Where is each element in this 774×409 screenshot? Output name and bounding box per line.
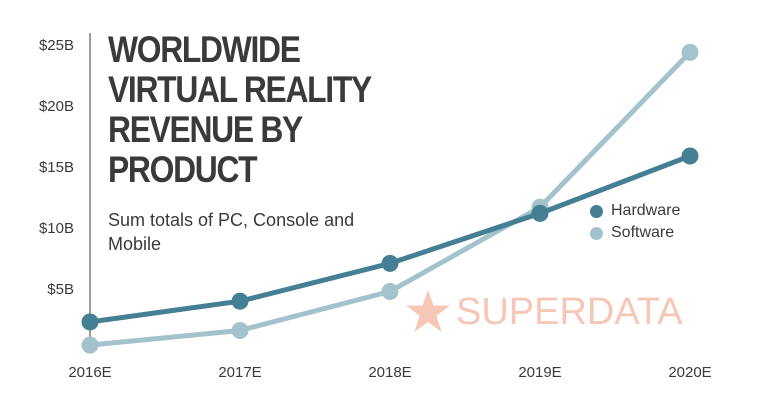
title-line-2: Virtual Reality bbox=[108, 69, 372, 110]
series-software bbox=[81, 43, 699, 354]
superdata-watermark: SUPERDATA bbox=[404, 288, 683, 336]
star-icon bbox=[406, 290, 450, 332]
series-layer bbox=[81, 43, 699, 354]
data-point-hardware bbox=[231, 292, 249, 310]
chart-subtitle: Sum totals of PC, Console and Mobile bbox=[108, 210, 355, 254]
data-point-hardware bbox=[81, 313, 99, 331]
legend-marker-hardware bbox=[590, 204, 603, 218]
y-tick-label: $20B bbox=[39, 98, 74, 115]
title-line-3: Revenue by bbox=[108, 109, 303, 150]
x-tick-label: 2017E bbox=[218, 364, 261, 381]
legend-label-hardware: Hardware bbox=[611, 202, 681, 219]
data-point-software bbox=[681, 43, 699, 61]
legend-item-software: Software bbox=[590, 222, 680, 244]
y-tick-label: $15B bbox=[39, 159, 74, 176]
series-hardware bbox=[81, 147, 699, 331]
data-point-hardware bbox=[381, 254, 399, 272]
y-tick-label: $25B bbox=[39, 37, 74, 54]
x-tick-label: 2018E bbox=[368, 364, 411, 381]
title-line-4: Product bbox=[108, 149, 258, 190]
title-line-1: Worldwide bbox=[108, 29, 301, 70]
legend-label-software: Software bbox=[611, 224, 675, 241]
data-point-hardware bbox=[531, 204, 549, 222]
y-tick-labels: $5B $10B $15B $20B $25B bbox=[39, 37, 74, 298]
x-tick-label: 2016E bbox=[68, 364, 111, 381]
legend-marker-software bbox=[590, 226, 603, 240]
data-point-software bbox=[381, 282, 399, 300]
data-point-software bbox=[81, 336, 99, 354]
legend: Hardware Software bbox=[590, 200, 680, 244]
x-tick-labels: 2016E 2017E 2018E 2019E 2020E bbox=[68, 364, 711, 381]
legend-item-hardware: Hardware bbox=[590, 200, 680, 222]
y-tick-label: $5B bbox=[47, 281, 74, 298]
x-tick-label: 2020E bbox=[668, 364, 711, 381]
watermark-text: SUPERDATA bbox=[456, 290, 683, 333]
data-point-software bbox=[231, 321, 249, 339]
y-tick-label: $10B bbox=[39, 220, 74, 237]
data-point-hardware bbox=[681, 147, 699, 165]
x-tick-label: 2019E bbox=[518, 364, 561, 381]
chart-title: Worldwide Virtual Reality Revenue by Pro… bbox=[108, 30, 428, 190]
